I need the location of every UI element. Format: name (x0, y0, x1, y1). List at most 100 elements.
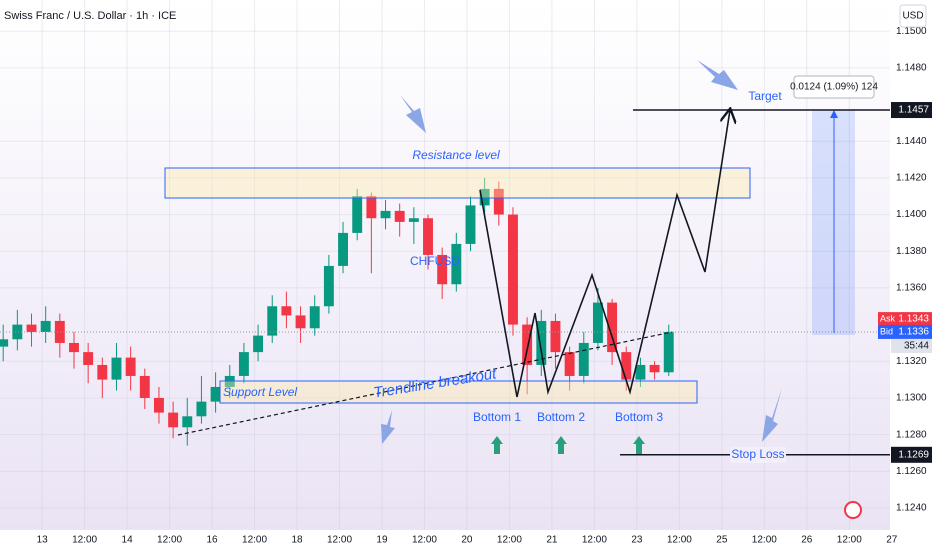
y-tick-label: 1.1380 (896, 246, 927, 257)
currency-button[interactable] (899, 4, 927, 28)
candle-body (663, 331, 674, 373)
y-tick-label: 1.1240 (896, 503, 927, 514)
candle-body (0, 339, 9, 347)
x-tick-label: 21 (546, 535, 558, 546)
x-tick-label: 12:00 (72, 535, 97, 546)
y-tick-label: 1.1500 (896, 26, 927, 37)
y-tick-label: 1.1400 (896, 209, 927, 220)
y-tick-label: 1.1260 (896, 466, 927, 477)
symbol-label: CHFUSD (410, 254, 460, 268)
candle-body (253, 335, 264, 353)
candle-body (493, 188, 504, 215)
x-tick-label: 12:00 (837, 535, 862, 546)
candle-body (40, 320, 51, 332)
position-tooltip (793, 75, 875, 99)
candle-body (408, 218, 419, 222)
target-label: Target (748, 89, 782, 103)
candle-body (394, 210, 405, 222)
candle-body (366, 196, 377, 219)
resistance-label: Resistance level (412, 148, 500, 162)
candle-body (437, 254, 448, 285)
candle-body (592, 302, 603, 343)
candle-body (139, 375, 150, 398)
trendline (177, 331, 673, 436)
candle-body (267, 306, 278, 336)
x-tick-label: 27 (886, 535, 898, 546)
x-tick-label: 19 (376, 535, 388, 546)
x-tick-label: 20 (461, 535, 473, 546)
candle-body (168, 412, 179, 428)
countdown: 35:44 (904, 341, 929, 352)
candle-body (621, 352, 632, 380)
candle-body (295, 315, 306, 329)
candle-body (69, 342, 79, 353)
candle-body (578, 342, 589, 376)
candle-body (550, 320, 561, 353)
target-tag (891, 102, 932, 119)
candle-body (97, 364, 108, 380)
x-tick-label: 18 (291, 535, 303, 546)
candle-body (635, 364, 646, 380)
y-tick-label: 1.1300 (896, 393, 927, 404)
candle-body (465, 205, 476, 244)
time-scale (0, 530, 932, 550)
resistance-zone (164, 167, 751, 199)
candle-body (380, 210, 391, 219)
up-arrows (491, 436, 645, 454)
y-tick-label: 1.1360 (896, 283, 927, 294)
candle-body (309, 306, 320, 329)
support-label: Support Level (223, 385, 297, 399)
ask-price: 1.1343 (898, 314, 929, 325)
x-tick-label: 12:00 (497, 535, 522, 546)
candle-body (238, 352, 249, 376)
x-tick-label: 16 (206, 535, 218, 546)
candle-body (12, 324, 23, 340)
y-tick-label: 1.1480 (896, 62, 927, 73)
candle-body (83, 352, 94, 365)
target-price: 1.1457 (898, 105, 929, 116)
x-tick-label: 12:00 (242, 535, 267, 546)
candle-body (182, 416, 193, 428)
x-tick-label: 12:00 (667, 535, 692, 546)
candle-body (536, 320, 547, 365)
candle-body (649, 364, 660, 373)
support-zone (219, 380, 698, 404)
header-title: Swiss Franc / U.S. Dollar · 1h · ICE (4, 10, 176, 22)
bid-label: Bid (880, 326, 893, 336)
stop-label-bg (730, 446, 786, 463)
x-tick-label: 12:00 (327, 535, 352, 546)
x-tick-label: 25 (716, 535, 728, 546)
candle-body (125, 357, 136, 376)
pointer-arrows (381, 60, 782, 444)
ask-label: Ask (880, 313, 896, 323)
y-tick-label: 1.1440 (896, 136, 927, 147)
candle-body (281, 306, 292, 316)
candle-body (210, 386, 221, 402)
currency: USD (902, 11, 923, 22)
countdown-tag (891, 338, 932, 353)
flag-icon[interactable] (844, 501, 862, 519)
stop-label: Stop Loss (731, 447, 784, 461)
x-tick-label: 12:00 (412, 535, 437, 546)
bottom-label: Bottom 1 (473, 410, 521, 424)
x-tick-label: 12:00 (752, 535, 777, 546)
candle-body (451, 243, 462, 285)
bid-price: 1.1336 (898, 327, 929, 338)
ask-tag (878, 312, 932, 327)
x-tick-label: 12:00 (157, 535, 182, 546)
x-tick-label: 26 (801, 535, 813, 546)
position-info: 0.0124 (1.09%) 124 (790, 82, 878, 93)
candle-body (323, 265, 334, 307)
candle-body (196, 401, 207, 417)
candle-body (479, 188, 490, 206)
x-tick-label: 13 (37, 535, 49, 546)
y-tick-label: 1.1320 (896, 356, 927, 367)
candle-body (423, 218, 433, 255)
y-tick-label: 1.1280 (896, 429, 927, 440)
stop-price: 1.1269 (898, 449, 929, 460)
x-tick-label: 12:00 (582, 535, 607, 546)
stop-tag (891, 446, 932, 463)
x-tick-label: 23 (631, 535, 643, 546)
candle-body (522, 324, 533, 365)
